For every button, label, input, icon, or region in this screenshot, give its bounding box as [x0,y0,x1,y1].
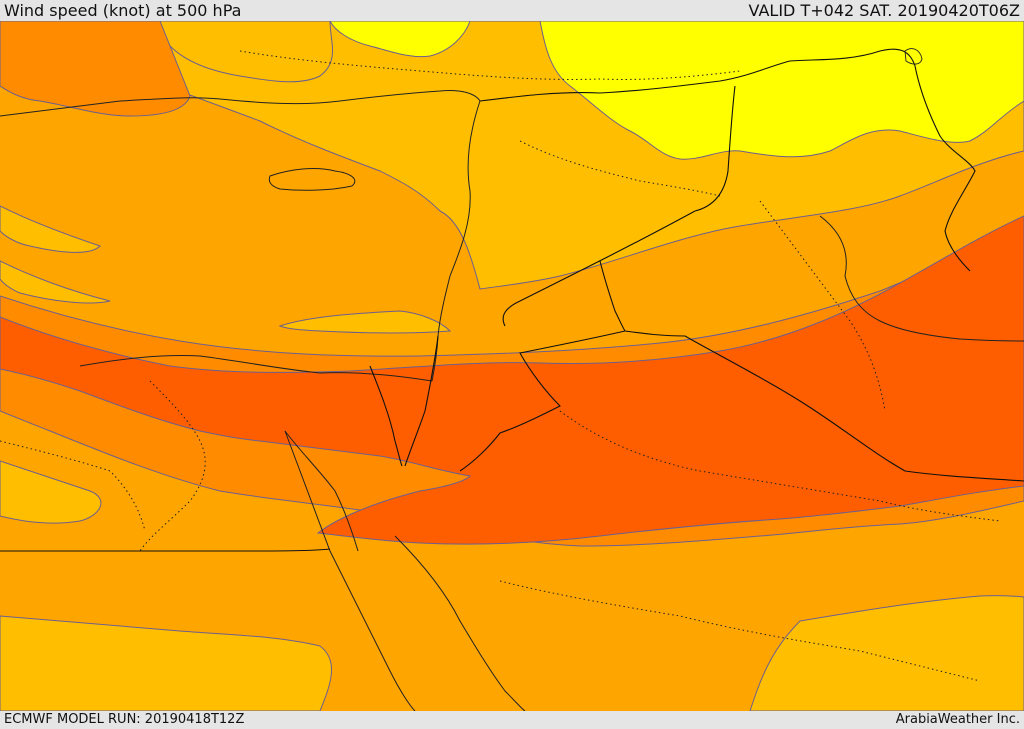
border-jordan-saudi [502,210,696,327]
red-sea-coast-east [394,535,526,711]
credit-label: ArabiaWeather Inc. [895,712,1020,727]
cyprus-coast [268,168,356,191]
red-sea-coast-west [284,430,416,711]
wind-band-yellow-patch [329,21,471,58]
wind-band-southeast-light [749,595,1024,711]
wind-band-west-patch [0,260,111,304]
wind-band-south-light [0,615,333,711]
egypt-libya-coast [79,355,433,382]
admin-boundaries-saudi-south [499,580,981,682]
border-turkey-syria [479,48,916,102]
admin-boundaries-libya [0,440,146,532]
gulf-of-suez [284,430,359,552]
wind-speed-map [0,21,1024,711]
border-egypt-sudan [0,548,331,552]
wind-band-strongest [0,215,1024,545]
wind-band-nw-dark [0,21,191,117]
border-egypt-israel [369,365,403,467]
border-israel-jordan [404,335,439,467]
admin-boundaries-egypt [139,380,206,552]
levant-coast [431,100,481,382]
admin-boundaries-iraq [759,200,886,412]
wind-band-southwest-patch [0,460,102,524]
map-title: Wind speed (knot) at 500 hPa [4,1,242,20]
border-jordan-saudi-south [459,330,626,472]
lake-urmia-outline [904,48,923,65]
model-run-label: ECMWF MODEL RUN: 20190418T12Z [4,712,245,727]
valid-time-label: VALID T+042 SAT. 20190420T06Z [748,1,1020,20]
wind-band-cyprus-streak [278,310,452,334]
admin-boundaries-turkey [239,50,741,80]
border-saudi-iraq [599,260,1024,482]
admin-boundaries-syria [519,140,721,197]
wind-band-west-streak [0,205,101,253]
border-syria-iraq [694,85,736,212]
wind-band-north-yellow [539,21,1024,160]
admin-boundaries-saudi [559,410,1001,522]
mediterranean-coast-north [0,90,481,117]
persian-gulf-coast [819,215,1024,342]
border-iran-iraq [914,65,976,272]
